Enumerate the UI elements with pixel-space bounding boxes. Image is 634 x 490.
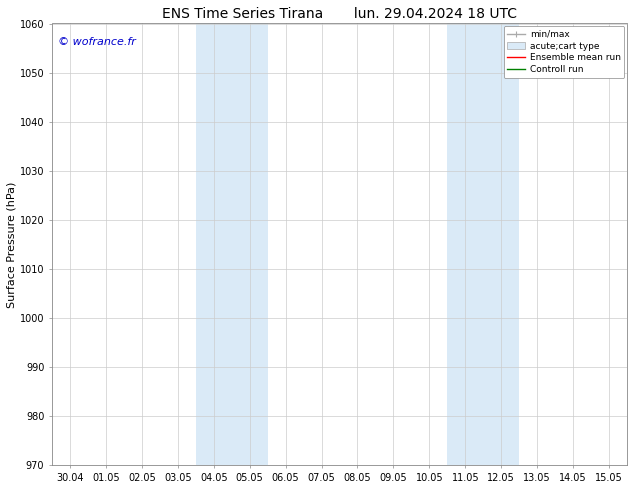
Y-axis label: Surface Pressure (hPa): Surface Pressure (hPa) — [7, 181, 17, 308]
Bar — [196, 24, 268, 465]
Bar — [448, 24, 519, 465]
Text: © wofrance.fr: © wofrance.fr — [58, 37, 136, 47]
Legend: min/max, acute;cart type, Ensemble mean run, Controll run: min/max, acute;cart type, Ensemble mean … — [503, 26, 624, 77]
Title: ENS Time Series Tirana       lun. 29.04.2024 18 UTC: ENS Time Series Tirana lun. 29.04.2024 1… — [162, 7, 517, 21]
